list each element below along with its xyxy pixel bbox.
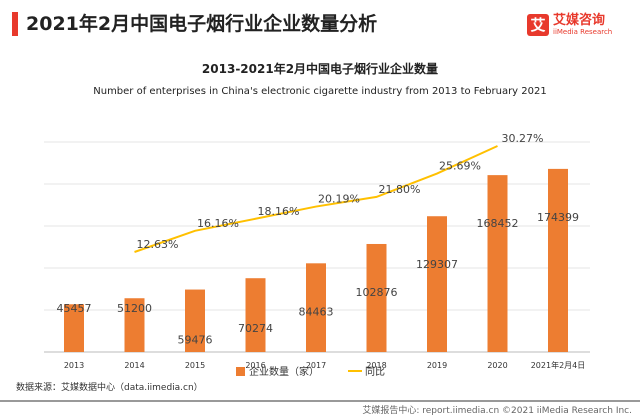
logo-mark: 艾 [527,14,549,36]
bar [185,289,205,352]
x-tick-label: 2017 [306,361,326,370]
source: 数据来源：艾媒数据中心（data.iimedia.cn） [16,383,203,393]
chart: 2013 45457 2014 51200 2015 59476 2016 70274 2017… [44,132,590,378]
line-data-label: 25.69% [439,160,481,173]
divider [0,400,640,402]
bar [487,175,508,352]
chart-title: 2013-2021年2月中国电子烟行业企业数量 [201,62,439,76]
chart-subtitle: Number of enterprises in China's electro… [93,86,547,97]
bar-data-label: 59476 [178,334,213,347]
bar [245,278,266,352]
bar-data-label: 45457 [57,302,92,315]
bar-data-label: 174399 [537,211,579,224]
logo-cn: 艾媒咨询 [553,13,606,28]
bar [64,304,84,352]
legend-line-label: 同比 [365,366,385,378]
page-title: 2021年2月中国电子烟行业企业数量分析 [12,12,377,36]
bar-data-label: 70274 [238,322,273,335]
line-data-label: 18.16% [258,205,300,218]
x-tick-label: 2020 [487,361,507,370]
bar-data-label: 102876 [356,286,398,299]
line-data-label: 20.19% [318,193,360,206]
x-tick-label: 2018 [366,361,386,370]
bar-data-label: 129307 [416,258,458,271]
logo-en: iiMedia Research [553,28,613,36]
line-data-label: 30.27% [502,132,544,145]
legend-bar-label: 企业数量（家） [249,365,319,378]
bar [548,168,568,352]
logo: 艾 艾媒咨询 iiMedia Research [527,14,612,36]
x-tick-label: 2021年2月4日 [531,360,586,370]
x-tick-label: 2016 [245,361,265,370]
x-tick-label: 2014 [124,361,144,370]
legend-bar-swatch [236,367,245,376]
x-tick-label: 2013 [64,361,84,370]
bar-data-label: 168452 [477,217,519,230]
x-tick-label: 2015 [185,361,205,370]
line-series [134,145,498,253]
line-data-label: 21.80% [379,183,421,196]
bar [366,243,387,352]
bar-data-label: 84463 [299,305,334,318]
bar-data-label: 51200 [117,302,152,315]
footer: 艾媒报告中心: report.iimedia.cn ©2021 iiMedia … [362,406,632,416]
line-data-label: 16.16% [197,217,239,230]
bar [124,298,145,352]
bar [427,216,447,352]
bar [306,263,326,352]
line-data-label: 12.63% [137,238,179,251]
x-tick-label: 2019 [427,361,447,370]
